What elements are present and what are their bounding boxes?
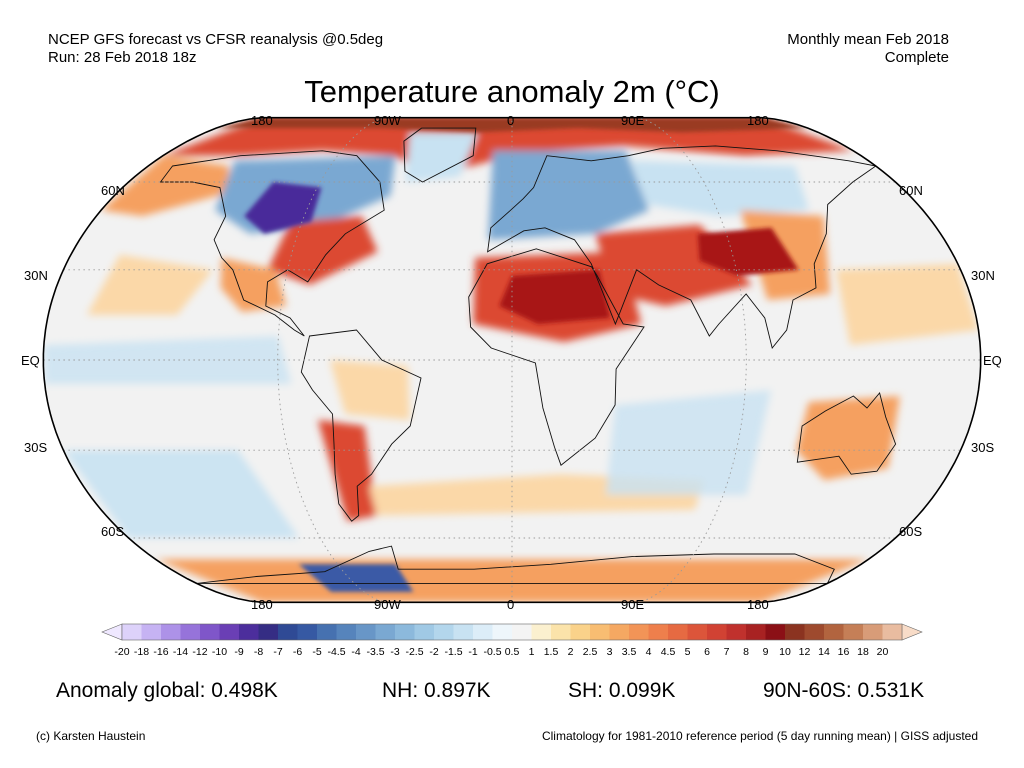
colorbar-tick-label: -0.5: [483, 646, 502, 658]
colorbar-tick-label: -1.5: [444, 646, 463, 658]
lon-label-0-top: 0: [507, 113, 515, 128]
header-run: Run: 28 Feb 2018 18z: [48, 49, 197, 66]
indian-ocean-cold: [605, 390, 772, 496]
lon-label-90w-bottom: 90W: [374, 597, 401, 612]
lon-label-90w-top: 90W: [374, 113, 401, 128]
south-america-warm: [317, 420, 377, 522]
colorbar-tick-label: -5: [312, 646, 322, 658]
header-period: Monthly mean Feb 2018: [787, 31, 949, 48]
stat-global: Anomaly global: 0.498K: [56, 679, 278, 702]
colorbar-tick-label: -2: [429, 646, 439, 658]
colorbar-tick-label: -7: [273, 646, 283, 658]
colorbar-tick-label: -14: [172, 646, 189, 658]
australia-coast: [796, 392, 897, 475]
lat-label-30n-left: 30N: [24, 268, 48, 283]
central-canada-cold-core: [244, 182, 322, 234]
europe-cold: [488, 150, 649, 240]
lat-label-30s-right: 30S: [971, 440, 995, 455]
colorbar-tick-label: -16: [153, 646, 169, 658]
colorbar-tick-label: 7: [723, 646, 730, 658]
globe-outline: [42, 116, 982, 604]
header-status: Complete: [884, 49, 949, 66]
colorbar-tick-label: -3: [390, 646, 400, 658]
stat-nh: NH: 0.897K: [382, 679, 491, 702]
eurasia-coast: [487, 145, 877, 349]
lat-label-60n-right: 60N: [899, 183, 923, 198]
south-pacific-cold: [63, 450, 300, 538]
africa-coast: [468, 248, 645, 466]
colorbar-tick-label: 2.5: [582, 646, 598, 658]
west-pacific-warm: [836, 263, 979, 345]
tropical-pacific-cold: [43, 336, 292, 384]
greenland-coast: [403, 127, 477, 183]
colorbar-tick-label: 5: [684, 646, 691, 658]
colorbar-tick-label: -20: [114, 646, 130, 658]
colorbar-tick-label: -8: [253, 646, 264, 658]
colorbar-tick-label: 14: [818, 646, 830, 658]
footer-note: Climatology for 1981-2010 reference peri…: [541, 729, 978, 743]
colorbar-tick-label: 2: [567, 646, 574, 658]
lon-label-180e-bottom: 180: [747, 597, 769, 612]
colorbar-tick-label: 6: [704, 646, 710, 658]
mexico-warm: [220, 257, 287, 312]
antarctica-cold-core: [298, 564, 414, 592]
arctic-warm-anomaly: [162, 117, 854, 177]
stat-arctic: 90N-60S: 0.531K: [763, 679, 925, 702]
header-source: NCEP GFS forecast vs CFSR reanalysis @0.…: [48, 31, 384, 48]
brazil-mixed: [329, 360, 410, 420]
lat-label-60s-right: 60S: [899, 524, 923, 539]
lon-label-90e-top: 90E: [621, 113, 645, 128]
colorbar-tick-label: 8: [743, 646, 749, 658]
colorbar-tick-label: -1: [468, 646, 478, 658]
greenland-cold: [405, 132, 478, 182]
colorbar-tick-label: 3: [606, 646, 613, 658]
colorbar-tick-label: 9: [762, 646, 769, 658]
colorbar-tick-label: -10: [211, 646, 228, 658]
colorbar-tick-label: -9: [234, 646, 244, 658]
colorbar-tick-label: 20: [876, 646, 889, 658]
colorbar-tick-label: 18: [857, 646, 869, 658]
stat-sh: SH: 0.099K: [568, 679, 676, 702]
lon-label-180-bottom: 180: [251, 597, 273, 612]
lat-label-60s-left: 60S: [101, 524, 125, 539]
colorbar-tick-label: 1.5: [543, 646, 559, 658]
south-america-coast: [300, 329, 422, 522]
eastern-us-warm: [267, 216, 378, 285]
colorbar-tick-label: 0.5: [504, 646, 520, 658]
lon-label-180-top: 180: [251, 113, 273, 128]
lat-label-30s-left: 30S: [24, 440, 48, 455]
lon-label-0-bottom: 0: [507, 597, 515, 612]
meridian-line: [277, 117, 388, 603]
siberia-cold: [630, 160, 809, 217]
page-title: Temperature anomaly 2m (°C): [304, 74, 720, 109]
colorbar-tick-label: 16: [837, 646, 850, 658]
colorbar-tick-label: 4.5: [660, 646, 676, 658]
colorbar-tick-label: 3.5: [621, 646, 637, 658]
sahara-extreme: [499, 269, 610, 324]
colorbar-tick-label: -18: [133, 646, 150, 658]
colorbar-tick-label: -4: [351, 646, 361, 658]
lat-label-60n-left: 60N: [101, 183, 125, 198]
lat-label-30n-right: 30N: [971, 268, 995, 283]
colorbar-tick-label: 10: [779, 646, 791, 658]
tibet-extreme: [697, 227, 799, 276]
colorbar-tick-label: -3.5: [366, 646, 385, 658]
lat-label-eq-left: EQ: [21, 353, 40, 368]
colorbar-tick-label: 4: [645, 646, 652, 658]
footer-credit: (c) Karsten Haustein: [36, 729, 146, 743]
arctic-extreme-anomaly: [216, 117, 808, 133]
lon-label-180e-top: 180: [747, 113, 769, 128]
north-pacific-warm: [101, 155, 230, 217]
colorbar-tick-label: -2.5: [405, 646, 424, 658]
lat-label-eq-right: EQ: [983, 353, 1002, 368]
meridian-line: [636, 117, 747, 603]
colorbar-tick-label: 12: [798, 646, 811, 658]
colorbar-tick-label: 1: [528, 646, 535, 658]
australia-warm: [796, 396, 900, 481]
colorbar-tick-label: -12: [192, 646, 208, 658]
colorbar-tick-label: -4.5: [327, 646, 346, 658]
lon-label-90e-bottom: 90E: [621, 597, 645, 612]
colorbar-tick-label: -6: [292, 646, 303, 658]
